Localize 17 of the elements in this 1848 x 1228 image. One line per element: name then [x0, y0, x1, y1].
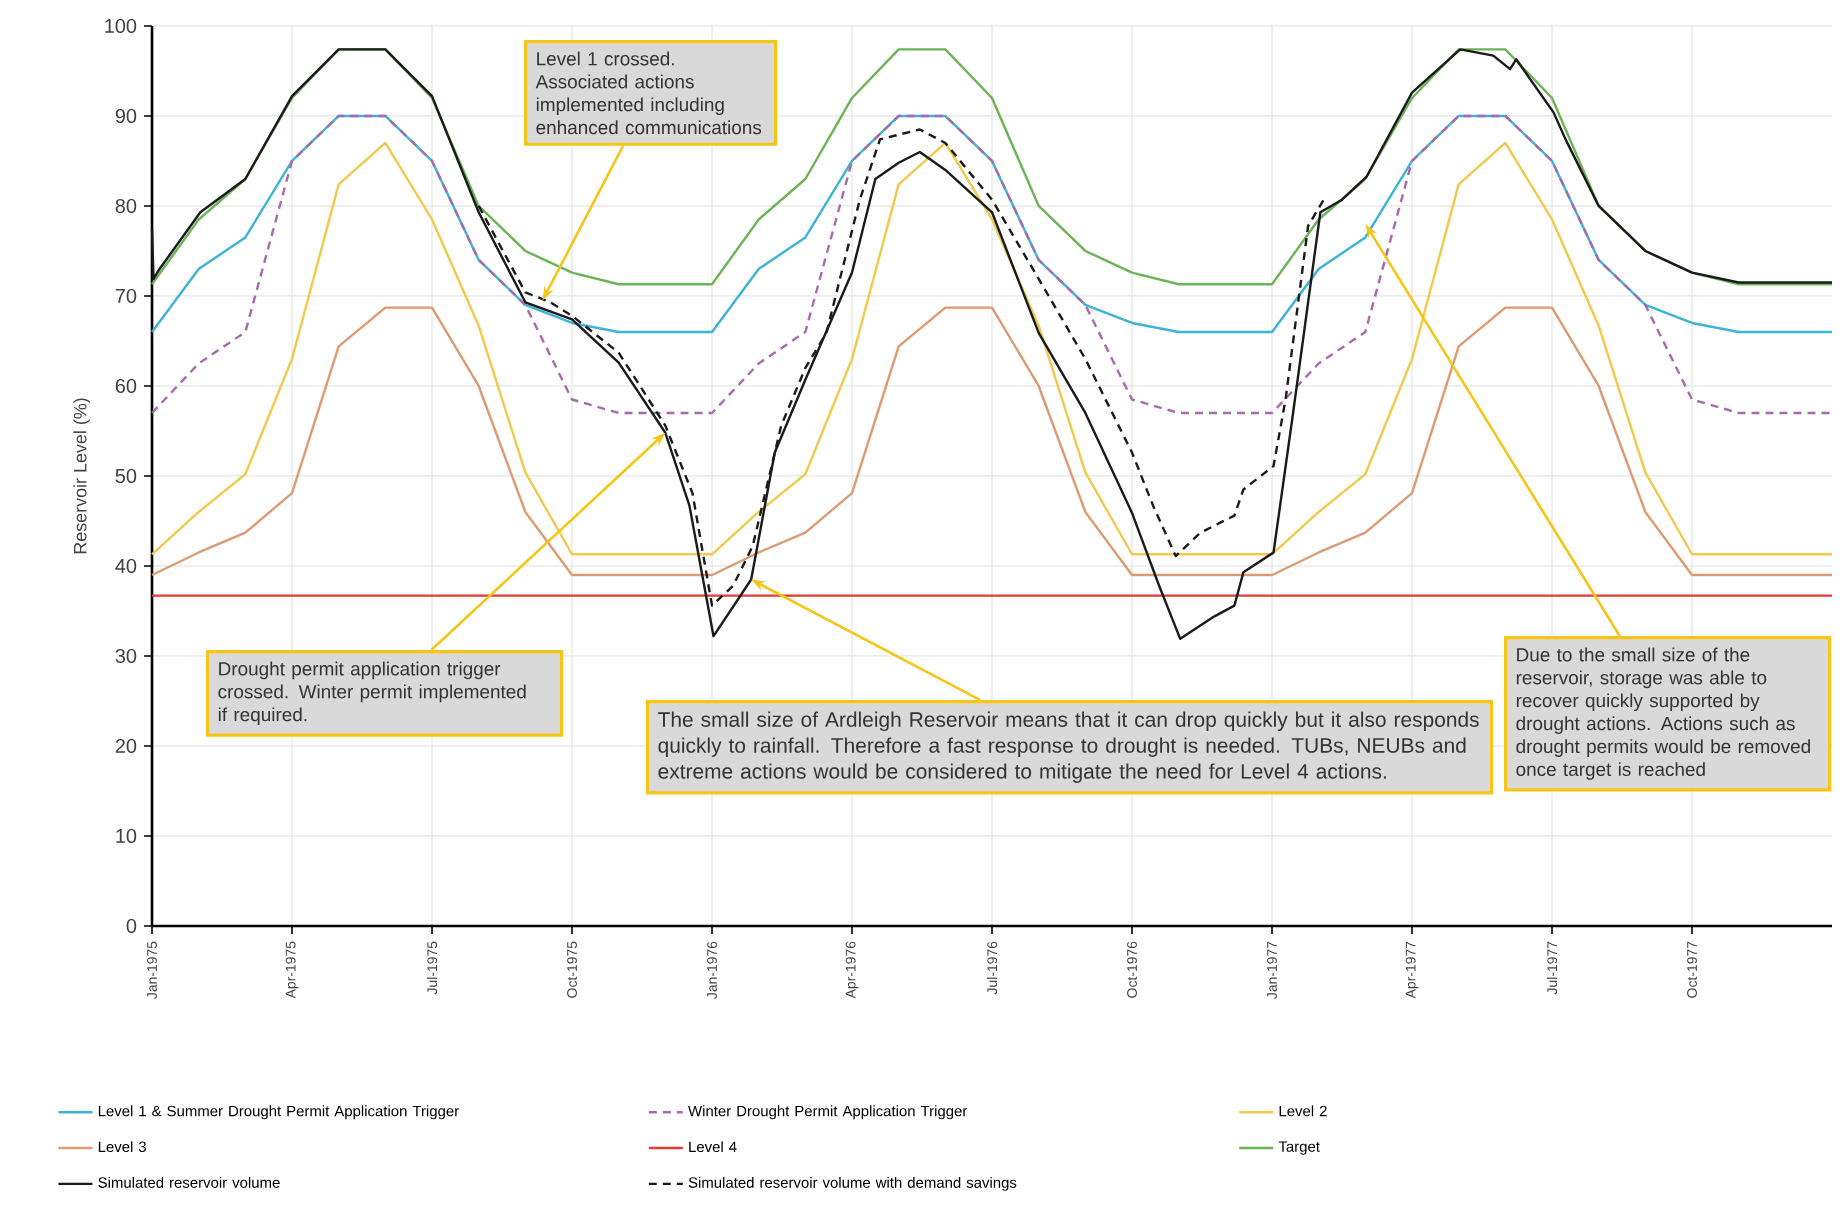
y-tick-label: 30 [115, 648, 137, 664]
y-tick-label: 40 [115, 558, 137, 574]
y-tick-label: 70 [115, 288, 137, 304]
line-series [150, 48, 1834, 641]
y-tick-label: 20 [115, 738, 137, 754]
annotation: Drought permit application trigger crossed. Winter permit implemented if required. [218, 661, 526, 726]
y-tick-label: 0 [126, 918, 137, 934]
y-tick-label: 10 [116, 828, 137, 844]
y-tick-label: 90 [115, 108, 137, 124]
y-tick-label: 50 [115, 468, 137, 484]
annotation: Level 1 crossed. Associated actions implemented including enhanced communications [535, 51, 762, 135]
y-tick-label: 60 [115, 378, 137, 394]
annotation: The small size of Ardleigh Reservoir means that it can drop quickly but it also responds quickly to rainfall. Therefore a fast response to drought is needed. TUBs, NEUBs and extreme actions would be considered to mitigate the need for Level 4 actions. [658, 711, 1479, 783]
y-tick-label: 100 [105, 18, 137, 34]
y-axis-title: Reservoir Level (%) [73, 398, 91, 554]
y-tick-label: 80 [115, 198, 137, 214]
annotation: Due to the small size of the reservoir, storage was able to recover quickly supported by drought actions. Actions such as drought permits would be removed once target is reached [1516, 647, 1810, 780]
